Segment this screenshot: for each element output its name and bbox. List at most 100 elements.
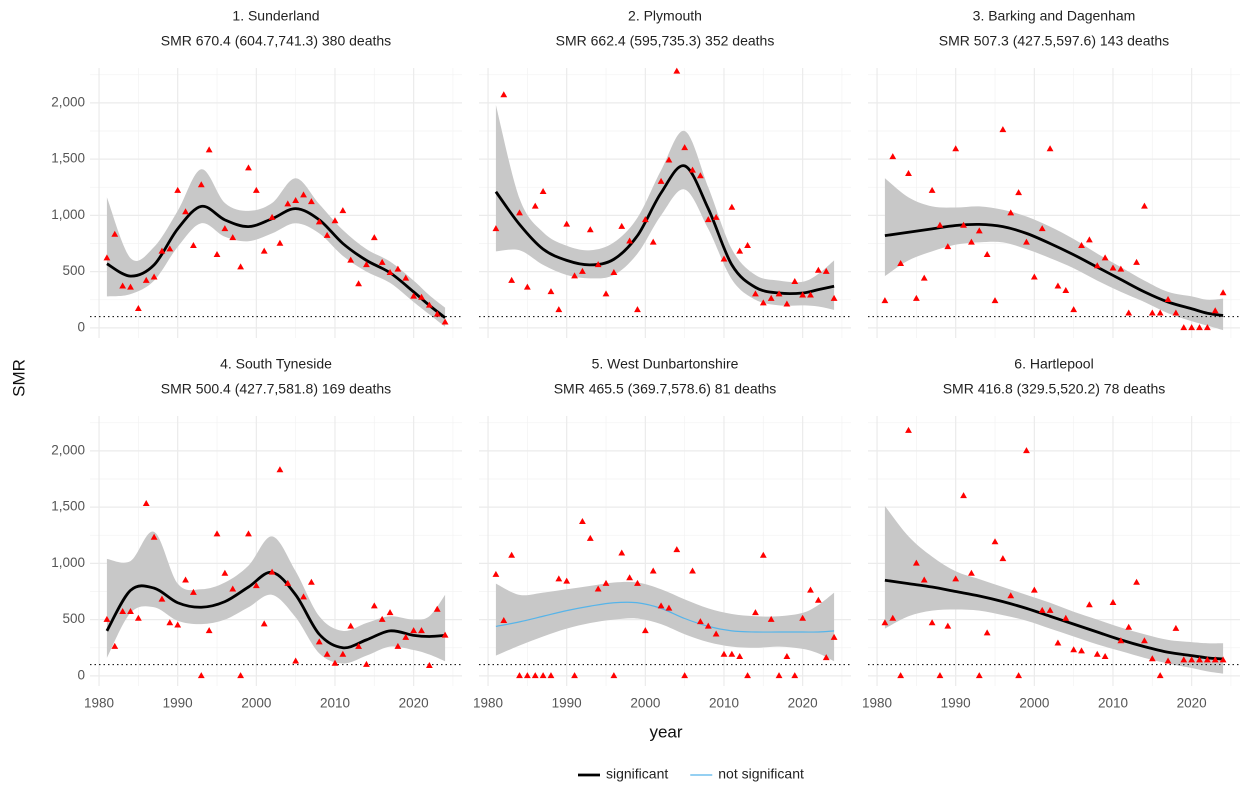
data-point — [355, 642, 362, 649]
data-point — [418, 293, 425, 300]
x-tick-label: 2020 — [1177, 696, 1207, 711]
data-point — [1085, 601, 1093, 608]
data-point — [696, 618, 704, 625]
data-point — [1070, 306, 1078, 313]
y-tick-label: 2,000 — [51, 94, 85, 109]
y-tick-label: 500 — [62, 611, 85, 626]
data-point — [111, 230, 119, 237]
data-point — [704, 216, 712, 223]
panel: 3. Barking and Dagenham SMR 507.3 (427.5,… — [868, 8, 1240, 338]
data-point — [944, 243, 952, 250]
panel: 2. Plymouth SMR 662.4 (595,735.3) 352 dea… — [479, 8, 851, 338]
data-point — [1101, 652, 1109, 660]
data-point — [1085, 236, 1093, 243]
data-point — [1188, 656, 1196, 663]
data-point — [331, 217, 339, 224]
data-point — [221, 225, 229, 232]
data-point — [197, 181, 205, 188]
data-point — [508, 276, 516, 283]
data-point — [1219, 289, 1227, 296]
data-point — [968, 569, 975, 576]
data-point — [394, 265, 402, 272]
panel-title: 5. West Dunbartonshire — [592, 356, 739, 372]
data-point — [252, 582, 260, 589]
data-point — [339, 207, 347, 214]
data-point — [252, 186, 260, 193]
data-point — [1148, 655, 1156, 662]
data-point — [523, 283, 531, 290]
fit-line — [494, 164, 835, 295]
data-point — [822, 267, 830, 274]
data-point — [673, 67, 681, 74]
data-point — [111, 642, 119, 649]
data-point — [752, 609, 759, 616]
y-tick-label: 1,500 — [51, 499, 85, 514]
data-point — [307, 578, 315, 585]
data-point — [237, 263, 245, 270]
data-point — [516, 209, 523, 216]
data-point — [1054, 282, 1062, 289]
data-point — [1078, 241, 1085, 249]
data-point — [500, 91, 508, 98]
data-point — [347, 622, 355, 629]
data-point — [681, 144, 689, 151]
data-point — [1023, 238, 1030, 245]
data-point — [649, 567, 657, 574]
data-point — [119, 282, 127, 289]
data-point — [363, 261, 370, 268]
data-point — [221, 569, 229, 576]
data-point — [213, 530, 221, 537]
x-tick-label: 2000 — [630, 696, 660, 711]
data-point — [268, 213, 276, 220]
data-point — [602, 290, 610, 297]
data-point — [952, 575, 960, 582]
data-point — [610, 672, 618, 679]
confidence-band — [106, 169, 446, 327]
data-point — [523, 672, 531, 679]
data-point — [1133, 578, 1140, 585]
data-point — [142, 276, 150, 283]
data-point — [1133, 258, 1140, 265]
data-point — [791, 672, 799, 679]
data-point — [830, 633, 838, 640]
data-point — [641, 216, 649, 223]
data-point — [665, 604, 673, 611]
data-point — [665, 156, 673, 163]
data-point — [1180, 656, 1188, 663]
data-point — [728, 203, 736, 210]
data-point — [245, 164, 252, 171]
data-point — [767, 615, 775, 622]
data-point — [197, 672, 205, 679]
data-point — [1148, 309, 1156, 316]
data-point — [1054, 639, 1062, 646]
data-point — [1062, 286, 1070, 294]
data-point — [1196, 324, 1203, 331]
data-point — [508, 551, 516, 558]
data-point — [720, 255, 728, 262]
data-point — [1172, 309, 1180, 316]
data-point — [339, 650, 347, 657]
data-point — [696, 172, 704, 179]
panel-title: 1. Sunderland — [232, 8, 319, 24]
data-point — [402, 633, 410, 640]
data-point — [928, 619, 936, 626]
panel: 0 500 1,000 1,500 2,000 1. Sunderland SMR 670.… — [51, 8, 462, 338]
data-point — [268, 568, 276, 575]
data-point — [960, 492, 967, 499]
data-point — [410, 292, 418, 299]
confidence-band — [884, 178, 1224, 331]
data-point — [1211, 656, 1219, 663]
data-point — [736, 652, 744, 660]
y-tick-label: 2,000 — [51, 442, 85, 457]
x-tick-label: 2000 — [241, 696, 271, 711]
data-point — [1196, 656, 1203, 663]
x-tick-label: 2010 — [709, 696, 739, 711]
data-point — [610, 268, 618, 276]
data-point — [881, 619, 889, 626]
data-point — [331, 659, 339, 666]
data-point — [744, 672, 751, 679]
data-point — [1172, 624, 1180, 631]
data-point — [103, 254, 111, 261]
data-point — [539, 187, 547, 195]
data-point — [728, 650, 736, 657]
